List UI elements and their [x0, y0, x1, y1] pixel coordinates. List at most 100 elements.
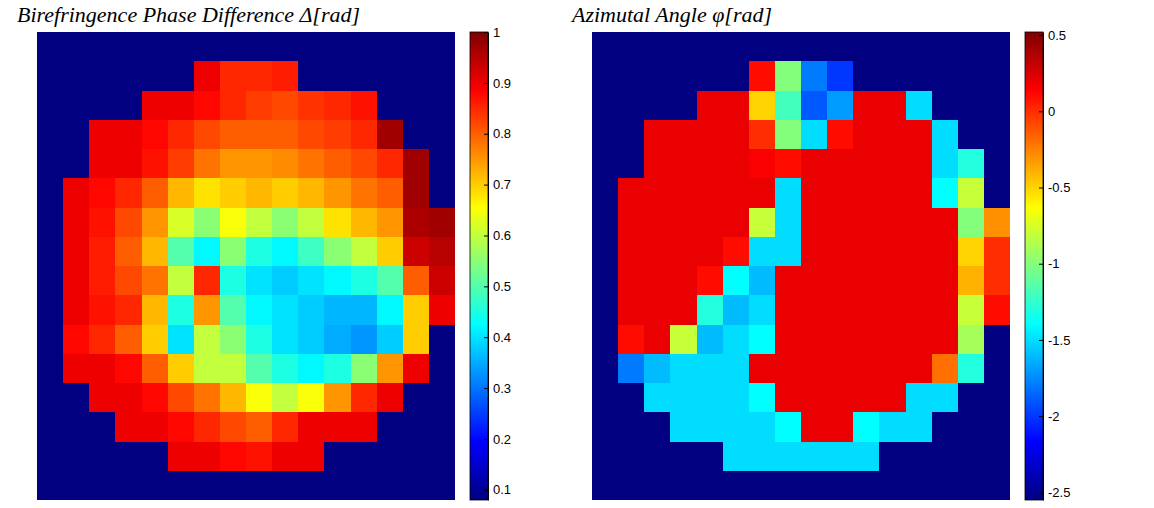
heatmap-cell: [801, 91, 828, 121]
heatmap-cell: [801, 354, 828, 384]
heatmap-cell: [298, 61, 325, 91]
heatmap-cell: [194, 383, 221, 413]
heatmap-cell: [429, 61, 455, 91]
heatmap-cell: [115, 442, 142, 472]
tick-label: -1.5: [1048, 333, 1070, 348]
tick-mark: [484, 32, 488, 33]
heatmap-cell: [168, 295, 195, 325]
heatmap-cell: [958, 266, 985, 296]
heatmap-cell: [670, 237, 697, 267]
tick: 0.6: [484, 228, 511, 243]
heatmap-cell: [592, 442, 619, 472]
heatmap-cell: [220, 149, 247, 179]
heatmap-cell: [429, 266, 455, 296]
heatmap-cell: [932, 295, 959, 325]
heatmap-cell: [377, 354, 404, 384]
heatmap-cell: [115, 295, 142, 325]
heatmap-cell: [749, 295, 776, 325]
heatmap-cell: [272, 237, 299, 267]
tick-label: 0.5: [493, 279, 511, 294]
heatmap-cell: [775, 32, 802, 62]
heatmap-cell: [827, 61, 854, 91]
heatmap-cell: [403, 442, 430, 472]
heatmap-cell: [618, 178, 645, 208]
heatmap-cell: [324, 442, 351, 472]
heatmap-cell: [853, 91, 880, 121]
heatmap-cell: [670, 120, 697, 150]
tick-mark: [484, 286, 488, 287]
heatmap-cell: [932, 266, 959, 296]
heatmap-cell: [775, 266, 802, 296]
heatmap-cell: [37, 91, 64, 121]
heatmap-cell: [801, 266, 828, 296]
heatmap-cell: [351, 383, 378, 413]
heatmap-cell: [723, 32, 750, 62]
heatmap-cell: [932, 149, 959, 179]
heatmap-cell: [63, 120, 90, 150]
heatmap-cell: [324, 208, 351, 238]
tick-label: 0.3: [493, 381, 511, 396]
heatmap-cell: [749, 383, 776, 413]
heatmap-cell: [298, 383, 325, 413]
heatmap-cell: [298, 120, 325, 150]
heatmap-cell: [827, 178, 854, 208]
heatmap-cell: [351, 295, 378, 325]
heatmap-cell: [89, 325, 116, 355]
heatmap-cell: [775, 412, 802, 442]
heatmap-cell: [194, 471, 221, 500]
heatmap-cell: [723, 178, 750, 208]
heatmap-cell: [749, 237, 776, 267]
heatmap-cell: [429, 412, 455, 442]
heatmap-cell: [618, 208, 645, 238]
heatmap-cell: [984, 149, 1010, 179]
heatmap-cell: [879, 91, 906, 121]
heatmap-cell: [984, 325, 1010, 355]
heatmap-cell: [801, 149, 828, 179]
tick-mark: [484, 337, 488, 338]
heatmap-cell: [37, 471, 64, 500]
heatmap-cell: [220, 471, 247, 500]
tick: 0.2: [484, 432, 511, 447]
heatmap-cell: [298, 237, 325, 267]
heatmap-cell: [142, 149, 169, 179]
heatmap-cell: [272, 383, 299, 413]
tick-mark: [1039, 187, 1043, 188]
heatmap-cell: [89, 208, 116, 238]
heatmap-cell: [246, 412, 273, 442]
heatmap-cell: [670, 325, 697, 355]
heatmap-cells: [37, 32, 455, 500]
heatmap-cell: [194, 295, 221, 325]
heatmap-cell: [89, 266, 116, 296]
heatmap-cell: [775, 149, 802, 179]
heatmap-cell: [670, 32, 697, 62]
tick-mark: [1039, 416, 1043, 417]
tick: -1.5: [1039, 333, 1070, 348]
heatmap-cell: [220, 325, 247, 355]
heatmap-cell: [298, 295, 325, 325]
tick-mark: [484, 235, 488, 236]
heatmap-cell: [984, 412, 1010, 442]
tick-mark: [1039, 35, 1043, 36]
heatmap-cell: [324, 32, 351, 62]
heatmap-cell: [377, 295, 404, 325]
tick: -0.5: [1039, 180, 1070, 195]
heatmap-cell: [246, 295, 273, 325]
heatmap-cell: [879, 354, 906, 384]
heatmap-cell: [723, 325, 750, 355]
heatmap-cell: [142, 178, 169, 208]
heatmap-cell: [377, 383, 404, 413]
heatmap-cell: [37, 295, 64, 325]
heatmap-cell: [272, 91, 299, 121]
heatmap-cell: [272, 61, 299, 91]
heatmap-cell: [429, 120, 455, 150]
heatmap-cell: [592, 471, 619, 500]
heatmap-cell: [142, 61, 169, 91]
heatmap-cell: [429, 295, 455, 325]
heatmap-cell: [298, 325, 325, 355]
heatmap-cell: [429, 149, 455, 179]
heatmap-cell: [801, 325, 828, 355]
heatmap-cell: [351, 178, 378, 208]
heatmap-cell: [246, 32, 273, 62]
heatmap-cell: [168, 178, 195, 208]
heatmap-cell: [697, 266, 724, 296]
